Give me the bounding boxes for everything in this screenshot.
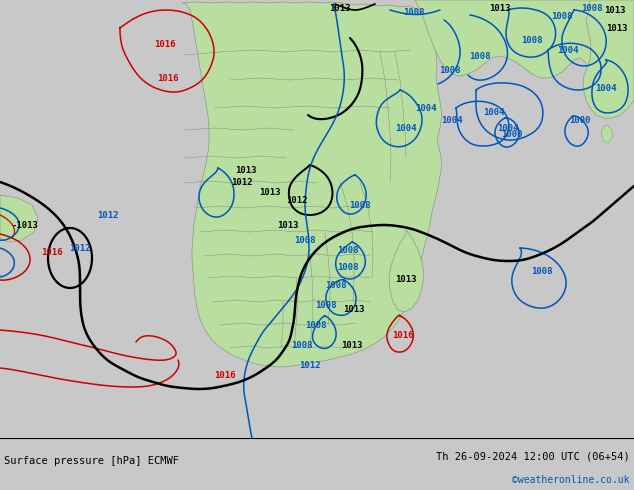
Text: 1004: 1004 xyxy=(497,123,519,132)
Text: ©weatheronline.co.uk: ©weatheronline.co.uk xyxy=(512,475,630,485)
Polygon shape xyxy=(415,0,634,92)
Text: 1008: 1008 xyxy=(349,200,371,210)
Text: 1016: 1016 xyxy=(392,330,414,340)
Text: 1004: 1004 xyxy=(483,107,505,117)
Text: 1013: 1013 xyxy=(489,3,511,13)
Text: 1012: 1012 xyxy=(299,361,321,369)
Text: 1004: 1004 xyxy=(415,103,437,113)
Text: 1016: 1016 xyxy=(214,370,236,379)
Text: 1008: 1008 xyxy=(305,321,327,330)
Text: 1008: 1008 xyxy=(521,35,543,45)
Polygon shape xyxy=(389,230,424,312)
Text: 1012: 1012 xyxy=(97,211,119,220)
Text: 1013: 1013 xyxy=(343,305,365,315)
Text: -1013: -1013 xyxy=(11,220,39,229)
Text: 1013: 1013 xyxy=(277,220,299,229)
Text: 1012: 1012 xyxy=(69,244,91,252)
Text: 1000: 1000 xyxy=(501,129,523,139)
Text: 1012: 1012 xyxy=(286,196,307,204)
Polygon shape xyxy=(0,195,38,242)
Text: 1013: 1013 xyxy=(235,166,257,174)
Text: 1000: 1000 xyxy=(569,116,591,124)
Text: 1008: 1008 xyxy=(469,51,491,60)
Text: 1008: 1008 xyxy=(337,264,359,272)
Text: 1008: 1008 xyxy=(551,11,573,21)
Text: Surface pressure [hPa] ECMWF: Surface pressure [hPa] ECMWF xyxy=(4,456,179,466)
Text: 1013: 1013 xyxy=(604,5,626,15)
Text: 1008: 1008 xyxy=(325,281,347,291)
Text: 1008: 1008 xyxy=(294,236,316,245)
Polygon shape xyxy=(601,125,612,143)
Text: 1008: 1008 xyxy=(337,245,359,254)
Text: 1008: 1008 xyxy=(291,341,313,349)
Text: 1004: 1004 xyxy=(557,46,579,54)
Text: 1008: 1008 xyxy=(315,301,337,311)
Polygon shape xyxy=(182,2,442,367)
Text: 1016: 1016 xyxy=(157,74,179,82)
Text: 1008: 1008 xyxy=(581,3,603,13)
Text: 1008: 1008 xyxy=(439,66,461,74)
Text: 1004: 1004 xyxy=(441,116,463,124)
Text: 1013: 1013 xyxy=(606,24,628,32)
Text: 1004: 1004 xyxy=(395,123,417,132)
Text: 1008: 1008 xyxy=(403,7,425,17)
Text: 1013: 1013 xyxy=(395,275,417,285)
Text: 1016: 1016 xyxy=(41,247,63,256)
Text: 1008: 1008 xyxy=(531,268,553,276)
Text: 1004: 1004 xyxy=(595,83,617,93)
Text: 1013: 1013 xyxy=(329,3,351,13)
Text: 1016: 1016 xyxy=(154,40,176,49)
Text: 1012: 1012 xyxy=(231,177,253,187)
Text: 1013: 1013 xyxy=(341,341,363,349)
Polygon shape xyxy=(583,0,634,118)
Text: Th 26-09-2024 12:00 UTC (06+54): Th 26-09-2024 12:00 UTC (06+54) xyxy=(436,451,630,461)
Text: 1013: 1013 xyxy=(259,188,281,196)
